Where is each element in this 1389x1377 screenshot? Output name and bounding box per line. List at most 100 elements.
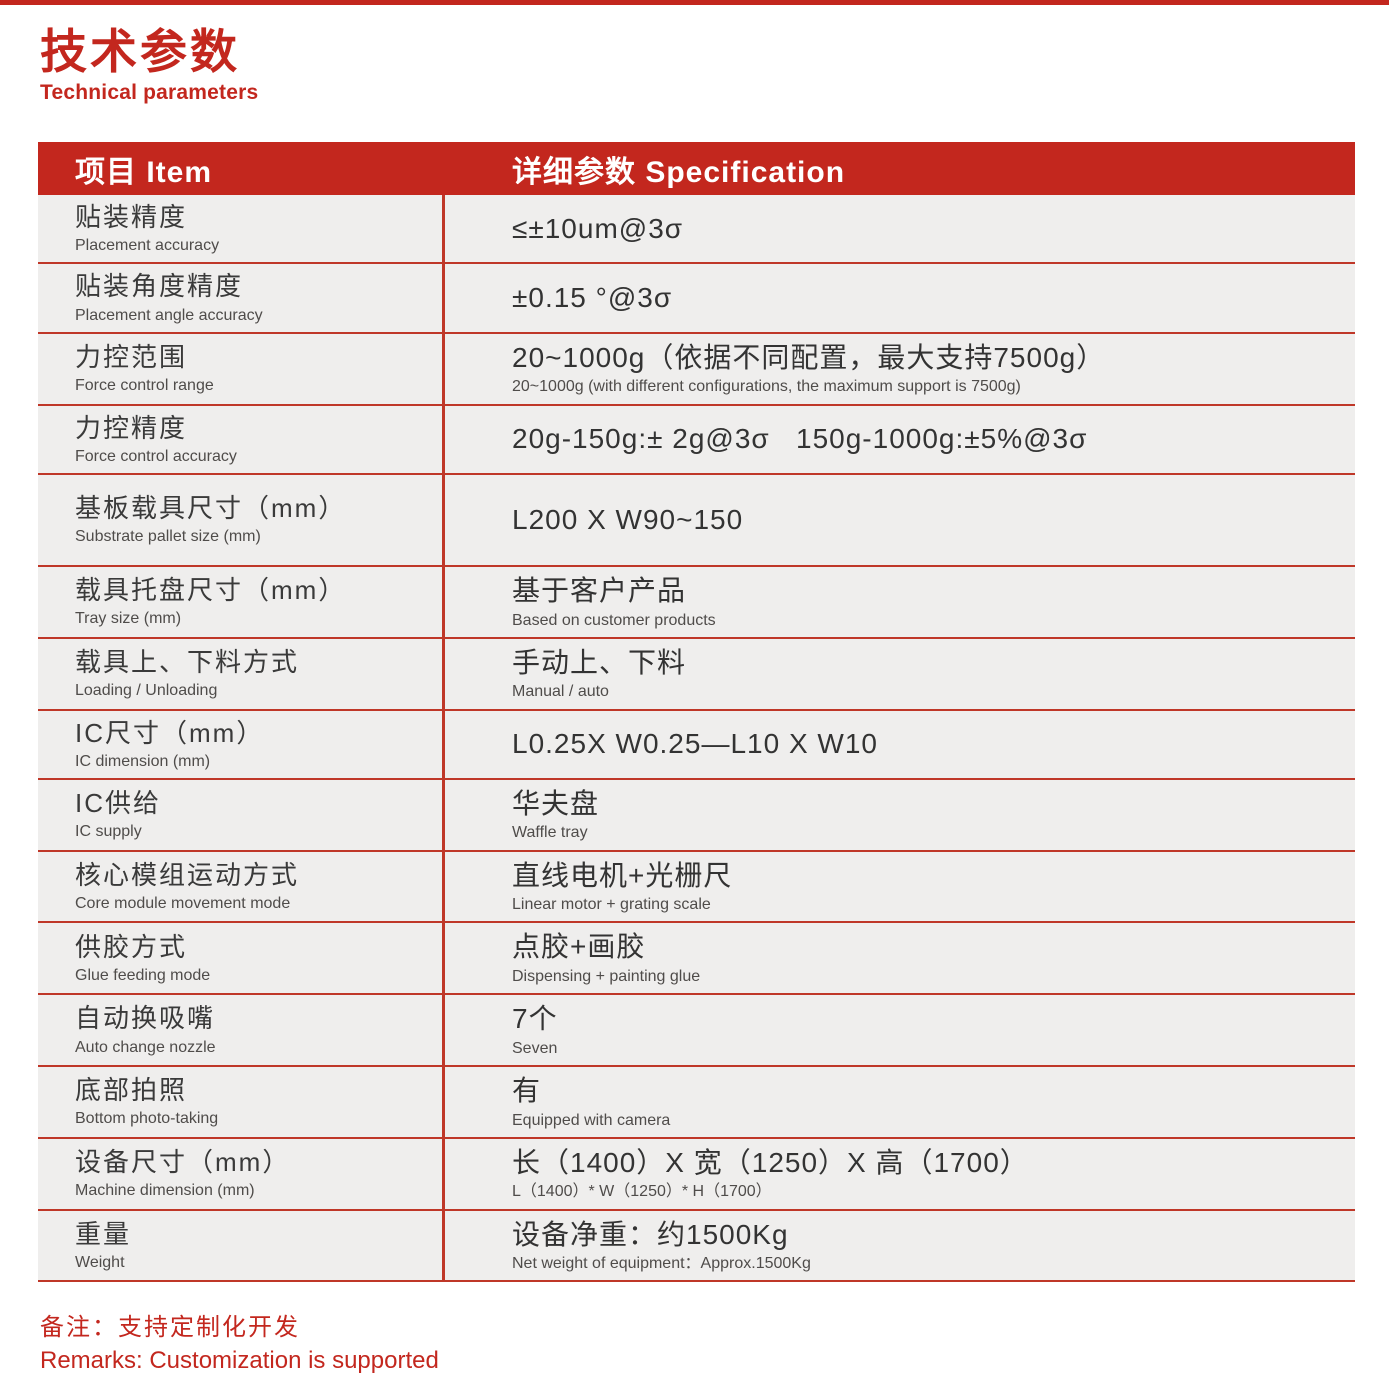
- spec-cell: 点胶+画胶 Dispensing + painting glue: [445, 923, 1355, 993]
- item-cell: 供胶方式 Glue feeding mode: [38, 923, 445, 994]
- spec-cell: 设备净重：约1500Kg Net weight of equipment：App…: [445, 1211, 1355, 1281]
- item-cell: 自动换吸嘴 Auto change nozzle: [38, 995, 445, 1066]
- spec-cell: ±0.15 °@3σ: [445, 264, 1355, 331]
- spec-cell: 手动上、下料 Manual / auto: [445, 639, 1355, 709]
- item-cell: IC供给 IC supply: [38, 779, 445, 850]
- spec-value-en: Manual / auto: [512, 683, 609, 701]
- spec-value-en: Net weight of equipment：Approx.1500Kg: [512, 1255, 811, 1273]
- spec-cell: 基于客户产品 Based on customer products: [445, 567, 1355, 637]
- table-row-loading-unloading: 载具上、下料方式 Loading / Unloading 手动上、下料 Manu…: [38, 638, 1355, 711]
- table-row-auto-change-nozzle: 自动换吸嘴 Auto change nozzle 7个 Seven: [38, 995, 1355, 1068]
- page-header: 技术参数 Technical parameters: [40, 25, 1389, 105]
- item-label-en: Core module movement mode: [75, 895, 291, 913]
- spec-value-cn: ≤±10um@3σ: [512, 212, 684, 244]
- item-cell: 贴装角度精度 Placement angle accuracy: [38, 264, 445, 332]
- item-cell: IC尺寸（mm） IC dimension (mm): [38, 710, 445, 778]
- item-label-en: Auto change nozzle: [75, 1038, 216, 1056]
- item-label-en: Placement accuracy: [75, 237, 220, 255]
- table-header-row: 项目 Item 详细参数 Specification: [38, 142, 1355, 196]
- item-label-en: Loading / Unloading: [75, 682, 218, 700]
- spec-value-en: Equipped with camera: [512, 1111, 671, 1129]
- spec-value-cn: 基于客户产品: [512, 574, 687, 606]
- item-cell: 载具托盘尺寸（mm） Tray size (mm): [38, 566, 445, 637]
- item-cell: 底部拍照 Bottom photo-taking: [38, 1067, 445, 1137]
- table-row-tray-size: 载具托盘尺寸（mm） Tray size (mm) 基于客户产品 Based o…: [38, 566, 1355, 639]
- spec-value-cn: 20g-150g:± 2g@3σ 150g-1000g:±5%@3σ: [512, 423, 1088, 455]
- remarks-en: Remarks: Customization is supported: [40, 1346, 439, 1374]
- item-label-cn: 自动换吸嘴: [75, 1003, 216, 1034]
- spec-cell: 20~1000g（依据不同配置，最大支持7500g） 20~1000g (wit…: [445, 334, 1355, 404]
- spec-value-cn: 有: [512, 1075, 542, 1107]
- spec-cell: 7个 Seven: [445, 995, 1355, 1065]
- column-header-specification: 详细参数 Specification: [512, 155, 846, 189]
- spec-cell: 直线电机+光栅尺 Linear motor + grating scale: [445, 852, 1355, 922]
- remarks-cn: 备注：支持定制化开发: [40, 1314, 300, 1342]
- item-label-cn: 核心模组运动方式: [75, 859, 300, 890]
- page-title: 技术参数: [40, 25, 240, 78]
- spec-value-cn: 直线电机+光栅尺: [512, 859, 733, 891]
- item-cell: 力控范围 Force control range: [38, 333, 445, 404]
- spec-cell: 长（1400）X 宽（1250）X 高（1700） L（1400）* W（125…: [445, 1139, 1355, 1209]
- spec-cell: 华夫盘 Waffle tray: [445, 780, 1355, 850]
- spec-value-en: L（1400）* W（1250）* H（1700）: [512, 1183, 772, 1201]
- table-row-placement-accuracy: 贴装精度 Placement accuracy ≤±10um@3σ: [38, 195, 1355, 265]
- table-row-ic-dimension: IC尺寸（mm） IC dimension (mm) L0.25X W0.25—…: [38, 710, 1355, 780]
- top-accent-line: [0, 0, 1389, 5]
- item-label-cn: 贴装精度: [75, 202, 188, 233]
- table-row-weight: 重量 Weight 设备净重：约1500Kg Net weight of equ…: [38, 1210, 1355, 1283]
- item-label-cn: 载具托盘尺寸（mm）: [75, 575, 347, 606]
- item-label-cn: 力控范围: [75, 342, 188, 372]
- spec-value-en: Linear motor + grating scale: [512, 896, 711, 914]
- spec-value-cn: L200 X W90~150: [512, 504, 744, 536]
- spec-value-cn: 长（1400）X 宽（1250）X 高（1700）: [512, 1146, 1029, 1178]
- table-row-placement-angle-accuracy: 贴装角度精度 Placement angle accuracy ±0.15 °@…: [38, 264, 1355, 334]
- spec-cell: ≤±10um@3σ: [445, 195, 1355, 262]
- spec-value-en: Seven: [512, 1039, 558, 1057]
- spec-value-cn: 设备净重：约1500Kg: [512, 1218, 789, 1250]
- table-row-bottom-photo-taking: 底部拍照 Bottom photo-taking 有 Equipped with…: [38, 1067, 1355, 1139]
- item-cell: 力控精度 Force control accuracy: [38, 405, 445, 473]
- item-label-cn: IC供给: [75, 788, 162, 819]
- spec-value-cn: 华夫盘: [512, 787, 600, 819]
- item-label-cn: 载具上、下料方式: [75, 646, 300, 677]
- item-label-en: Bottom photo-taking: [75, 1110, 219, 1128]
- item-cell: 核心模组运动方式 Core module movement mode: [38, 851, 445, 922]
- item-cell: 重量 Weight: [38, 1210, 445, 1281]
- item-label-en: Tray size (mm): [75, 610, 182, 628]
- page-subtitle: Technical parameters: [40, 81, 259, 105]
- item-label-en: Force control range: [75, 377, 214, 395]
- item-cell: 贴装精度 Placement accuracy: [38, 195, 445, 263]
- item-label-en: IC supply: [75, 823, 142, 841]
- table-row-glue-feeding-mode: 供胶方式 Glue feeding mode 点胶+画胶 Dispensing …: [38, 923, 1355, 996]
- spec-value-en: Waffle tray: [512, 824, 588, 842]
- table-row-force-control-range: 力控范围 Force control range 20~1000g（依据不同配置…: [38, 333, 1355, 406]
- spec-value-en: 20~1000g (with different configurations,…: [512, 378, 1021, 396]
- spec-table: 项目 Item 详细参数 Specification 贴装精度 Placemen…: [38, 142, 1355, 1283]
- spec-value-cn: L0.25X W0.25—L10 X W10: [512, 728, 878, 760]
- table-row-substrate-pallet-size: 基板载具尺寸（mm） Substrate pallet size (mm) L2…: [38, 474, 1355, 567]
- remarks: 备注：支持定制化开发 Remarks: Customization is sup…: [40, 1312, 1389, 1377]
- item-cell: 载具上、下料方式 Loading / Unloading: [38, 638, 445, 709]
- item-label-en: Force control accuracy: [75, 447, 237, 465]
- item-label-en: Machine dimension (mm): [75, 1182, 255, 1200]
- item-label-en: Substrate pallet size (mm): [75, 528, 261, 546]
- spec-cell: L0.25X W0.25—L10 X W10: [445, 711, 1355, 778]
- column-header-item: 项目 Item: [75, 155, 213, 189]
- item-label-en: Glue feeding mode: [75, 966, 211, 984]
- table-row-ic-supply: IC供给 IC supply 华夫盘 Waffle tray: [38, 779, 1355, 852]
- item-label-cn: 底部拍照: [75, 1075, 188, 1106]
- item-label-cn: 供胶方式: [75, 931, 188, 962]
- item-label-cn: 重量: [75, 1218, 132, 1249]
- spec-cell: 有 Equipped with camera: [445, 1067, 1355, 1137]
- spec-value-cn: ±0.15 °@3σ: [512, 282, 673, 314]
- spec-value-en: Dispensing + painting glue: [512, 968, 701, 986]
- spec-value-en: Based on customer products: [512, 611, 716, 629]
- item-label-cn: 力控精度: [75, 412, 188, 443]
- table-row-machine-dimension: 设备尺寸（mm） Machine dimension (mm) 长（1400）X…: [38, 1138, 1355, 1211]
- item-label-cn: 设备尺寸（mm）: [75, 1147, 291, 1177]
- table-row-core-module-movement: 核心模组运动方式 Core module movement mode 直线电机+…: [38, 851, 1355, 924]
- spec-cell: 20g-150g:± 2g@3σ 150g-1000g:±5%@3σ: [445, 406, 1355, 473]
- spec-value-cn: 点胶+画胶: [512, 931, 646, 963]
- item-cell: 设备尺寸（mm） Machine dimension (mm): [38, 1138, 445, 1209]
- item-cell: 基板载具尺寸（mm） Substrate pallet size (mm): [38, 474, 445, 565]
